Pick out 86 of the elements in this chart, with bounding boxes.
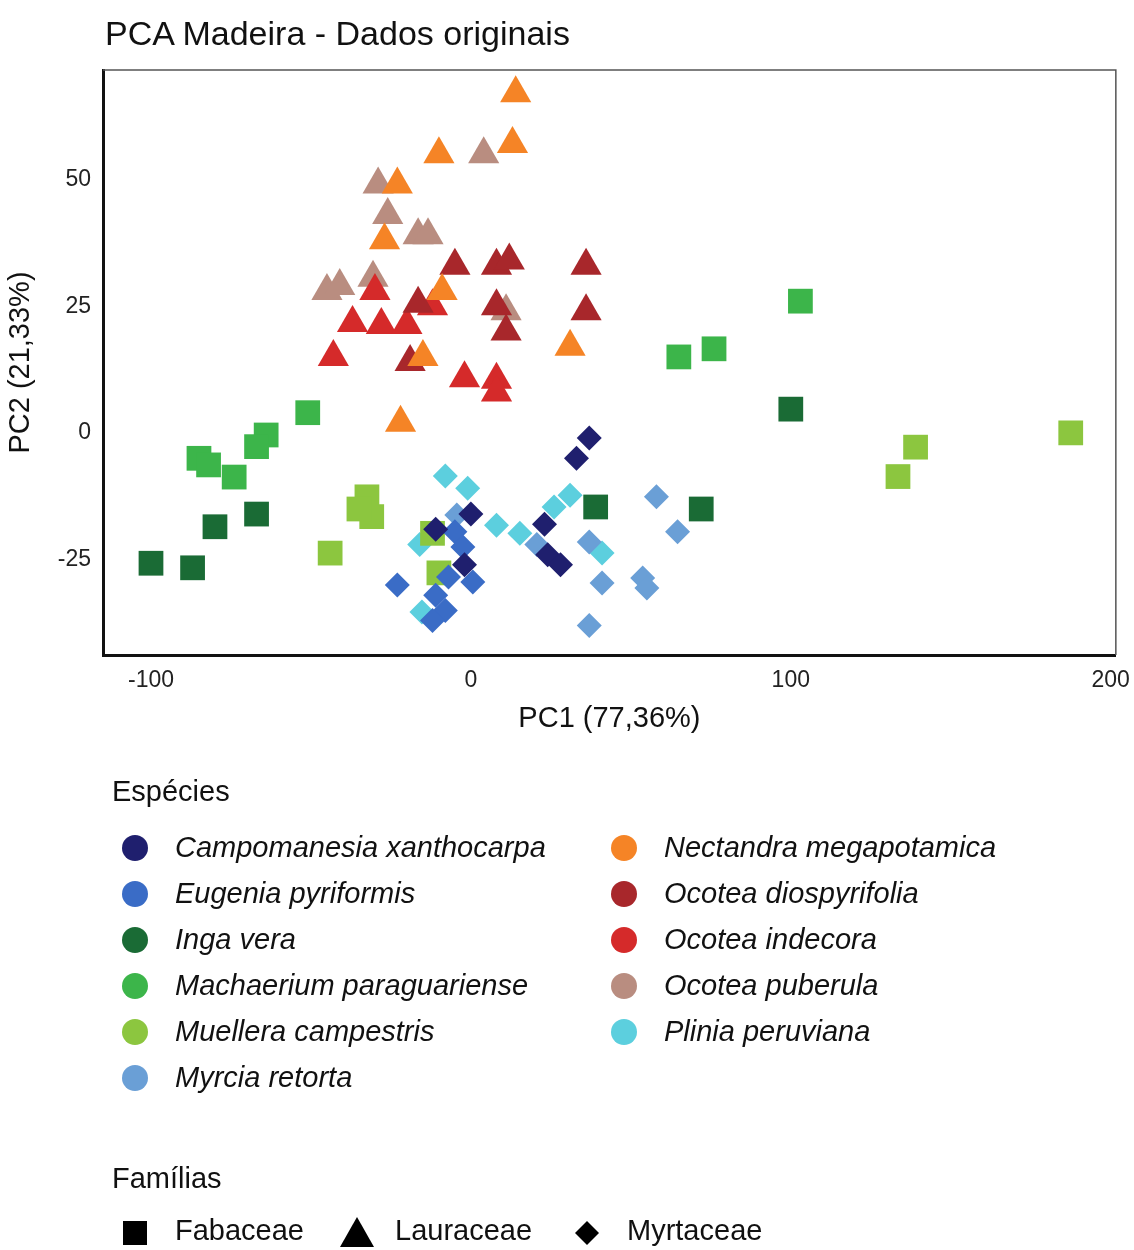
point xyxy=(583,494,609,520)
point xyxy=(439,247,471,275)
y-tick-label: -25 xyxy=(57,545,91,572)
point xyxy=(535,542,561,568)
point xyxy=(180,555,205,581)
text: Fabaceae xyxy=(175,1214,304,1247)
point xyxy=(372,196,404,224)
point xyxy=(448,360,481,388)
point xyxy=(576,529,602,555)
point xyxy=(903,434,928,460)
point xyxy=(570,293,602,321)
point xyxy=(547,552,573,578)
point xyxy=(688,496,714,522)
legend-label: Ocotea puberula xyxy=(664,969,879,1002)
legend-label: Eugenia pyriformis xyxy=(175,877,416,910)
point xyxy=(455,475,481,501)
point xyxy=(317,540,343,566)
point xyxy=(458,501,484,527)
point xyxy=(460,569,486,595)
point xyxy=(885,464,911,489)
point xyxy=(359,273,391,301)
point xyxy=(1058,420,1084,446)
x-tick-label: 0 xyxy=(464,666,478,693)
point xyxy=(244,434,269,460)
point xyxy=(483,512,509,538)
point xyxy=(138,550,164,576)
point xyxy=(420,608,446,634)
legend-label: Muellera campestris xyxy=(175,1015,435,1048)
point xyxy=(221,464,247,490)
legend-label: Ocotea diospyrifolia xyxy=(664,877,919,910)
point xyxy=(244,501,269,527)
legend-label: Ocotea indecora xyxy=(664,923,877,956)
point xyxy=(531,511,557,537)
point xyxy=(557,482,583,508)
y-tick-label: 50 xyxy=(65,164,91,191)
y-tick-label: 25 xyxy=(65,291,91,318)
legend-label: Inga vera xyxy=(175,923,296,956)
point xyxy=(365,306,397,334)
point xyxy=(480,288,513,316)
text: Lauraceae xyxy=(395,1214,533,1247)
point xyxy=(381,166,413,194)
point xyxy=(541,494,567,520)
x-tick-label: -100 xyxy=(127,666,175,693)
point xyxy=(336,304,369,332)
legend-label: Nectandra megapotamica xyxy=(664,831,997,864)
point xyxy=(423,136,455,164)
point xyxy=(576,425,602,451)
point xyxy=(423,582,449,608)
point xyxy=(643,484,669,510)
legend-title: Espécies xyxy=(112,775,230,808)
point xyxy=(442,519,468,545)
point xyxy=(589,570,615,596)
legend-label: Campomanesia xanthocarpa xyxy=(175,831,546,864)
x-tick-label: 100 xyxy=(771,666,810,693)
point xyxy=(432,463,458,489)
text: Famílias xyxy=(112,1162,222,1195)
point xyxy=(202,514,228,540)
x-tick-label: 200 xyxy=(1091,666,1130,693)
point xyxy=(436,564,462,590)
point xyxy=(507,520,533,546)
text: Myrtaceae xyxy=(627,1214,763,1247)
point xyxy=(570,247,602,275)
point xyxy=(452,552,477,578)
legend-label: Myrcia retorta xyxy=(175,1061,353,1094)
point xyxy=(412,217,444,245)
legend-label: Machaerium paraguariense xyxy=(175,969,529,1002)
legend-label: Plinia peruviana xyxy=(664,1015,871,1048)
point xyxy=(196,452,221,478)
chart-title: PCA Madeira - Dados originais xyxy=(105,14,570,53)
y-tick-label: 0 xyxy=(78,418,91,445)
point xyxy=(490,313,522,341)
point xyxy=(432,597,458,623)
point xyxy=(496,126,529,154)
point xyxy=(554,328,586,356)
point xyxy=(778,396,804,422)
point xyxy=(576,613,602,639)
point xyxy=(384,572,410,598)
point xyxy=(665,519,691,545)
x-axis-title: PC1 (77,36%) xyxy=(518,700,701,733)
y-axis-title: PC2 (21,33%) xyxy=(3,271,36,454)
point xyxy=(402,285,434,313)
point xyxy=(589,540,615,566)
point xyxy=(468,136,500,164)
point xyxy=(563,445,589,471)
point xyxy=(368,222,401,250)
point xyxy=(426,273,458,301)
